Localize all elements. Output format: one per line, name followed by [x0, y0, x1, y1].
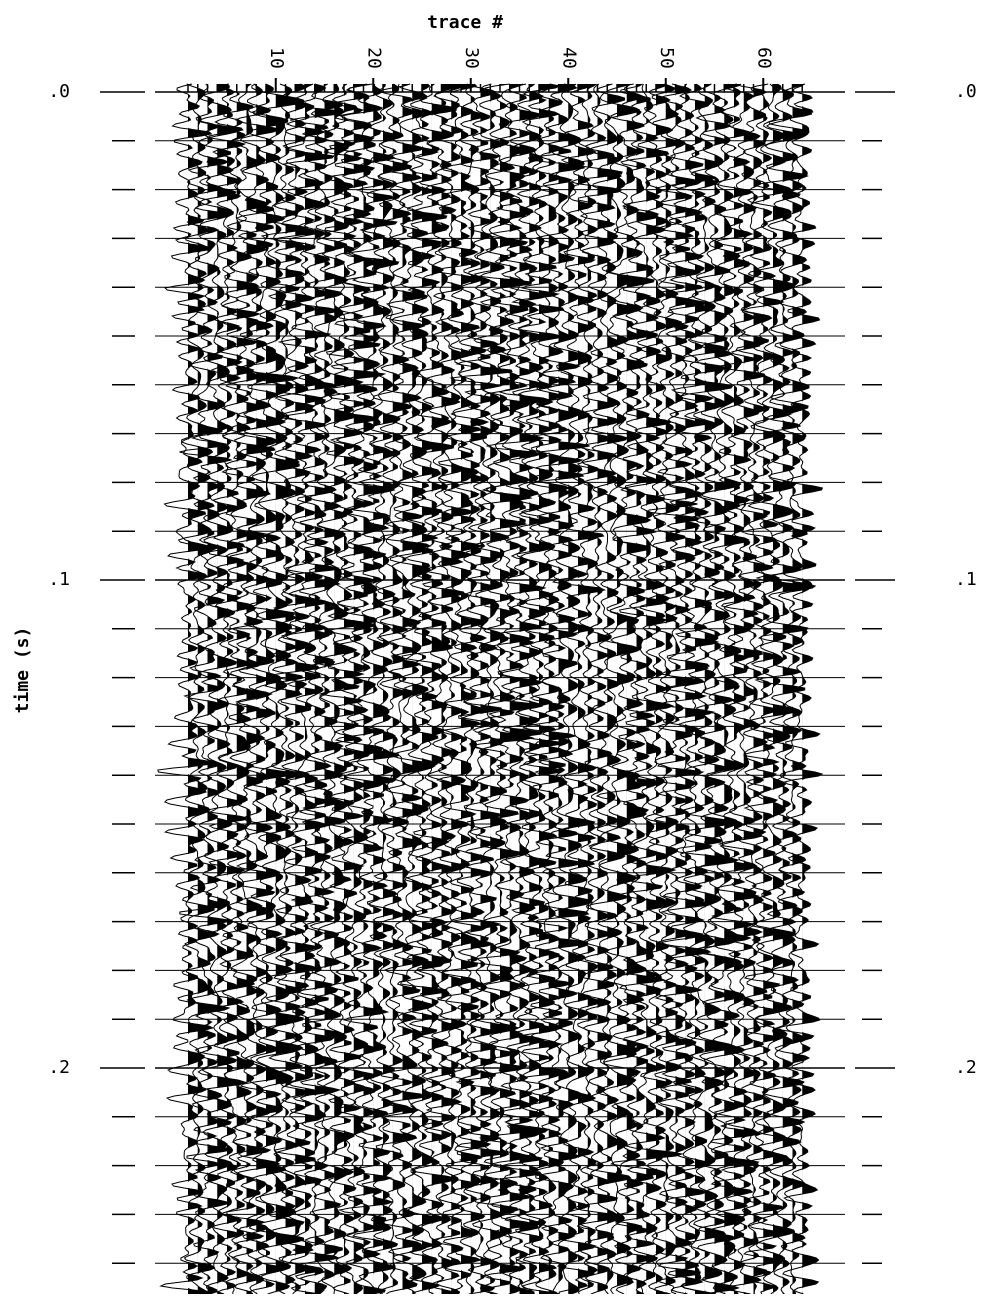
trace-line [337, 84, 400, 1295]
trace-fill [246, 84, 275, 1294]
trace-line [734, 83, 774, 1294]
trace-line [450, 83, 495, 1295]
x-tick-label: 60 [753, 47, 774, 69]
x-tick-label: 50 [656, 47, 677, 69]
trace-line [389, 83, 436, 1295]
trace-fill [558, 84, 590, 1294]
trace-line [511, 83, 569, 1295]
y-tick-label-right: .2 [955, 1057, 977, 1078]
trace-line [569, 83, 623, 1295]
trace-fill [656, 84, 673, 1294]
trace-fill [412, 84, 435, 1294]
trace-fill [792, 84, 816, 1294]
trace-line [657, 83, 715, 1295]
y-tick-label: .1 [48, 569, 70, 590]
trace-fill [773, 84, 798, 1294]
trace-fill [363, 84, 388, 1294]
trace-line [157, 83, 215, 1295]
trace-fill [402, 84, 430, 1294]
trace-line [504, 83, 550, 1295]
y-tick-label: .2 [48, 1057, 70, 1078]
trace-line [526, 83, 590, 1295]
trace-fill [802, 84, 823, 1294]
trace-fill [461, 84, 482, 1294]
trace-line [218, 83, 276, 1295]
trace-line [234, 83, 281, 1295]
trace-line [776, 83, 824, 1295]
trace-fill [422, 84, 447, 1294]
trace-line [468, 83, 514, 1295]
trace-line [366, 83, 401, 1295]
trace-line [754, 83, 809, 1295]
trace-line [646, 83, 705, 1295]
trace-fill [734, 84, 761, 1294]
trace-fill [675, 84, 703, 1294]
trace-fill [470, 84, 493, 1294]
trace-fill [305, 84, 334, 1294]
trace-line [379, 83, 432, 1295]
trace-line [318, 83, 367, 1295]
trace-fill [480, 84, 513, 1294]
trace-line [709, 83, 762, 1295]
x-tick-label: 10 [266, 47, 287, 69]
trace-fill [256, 84, 280, 1294]
x-tick-label: 40 [558, 47, 579, 69]
y-tick-label: .0 [48, 81, 70, 102]
trace-line [401, 83, 458, 1295]
trace-fill [509, 84, 543, 1294]
trace-line [670, 83, 720, 1295]
trace-line [400, 83, 448, 1295]
trace-fill [743, 84, 766, 1294]
trace-fill [753, 84, 773, 1294]
trace-fill [236, 84, 260, 1294]
trace-line [609, 83, 684, 1295]
trace-line [206, 83, 250, 1295]
trace-fill [539, 84, 568, 1294]
trace-fill [519, 84, 550, 1294]
trace-fill [578, 84, 605, 1294]
y-axis-label: time (s) [12, 627, 33, 714]
y-tick-label-right: .1 [955, 569, 977, 590]
trace-line [372, 83, 416, 1295]
x-tick-label: 20 [363, 47, 384, 69]
trace-fill [597, 84, 623, 1294]
trace-line [478, 83, 543, 1295]
trace-line [433, 83, 483, 1295]
trace-line [572, 83, 601, 1295]
trace-line [768, 83, 817, 1295]
x-tick-label: 30 [461, 47, 482, 69]
trace-line [298, 83, 346, 1295]
trace-fill [324, 84, 346, 1294]
trace-line [639, 83, 674, 1295]
trace-fill [548, 84, 576, 1294]
trace-fill [275, 84, 304, 1294]
trace-fill [334, 84, 357, 1294]
trace-fill [704, 84, 739, 1294]
trace-fill [617, 84, 640, 1294]
trace-line [191, 83, 246, 1295]
chart-title: trace # [427, 12, 503, 33]
trace-line [701, 83, 751, 1295]
trace-fill [568, 84, 592, 1294]
trace-fill [266, 84, 298, 1294]
trace-line [177, 83, 218, 1295]
y-tick-label-right: .0 [955, 81, 977, 102]
trace-line [717, 83, 767, 1295]
trace-line [598, 83, 641, 1295]
trace-line [740, 83, 786, 1295]
trace-line [486, 83, 552, 1295]
trace-fill [285, 84, 308, 1294]
trace-line [334, 83, 390, 1295]
trace-line [421, 83, 465, 1295]
trace-line [235, 83, 300, 1295]
trace-fill [383, 84, 400, 1294]
traces [157, 83, 824, 1295]
trace-fill [529, 84, 549, 1294]
